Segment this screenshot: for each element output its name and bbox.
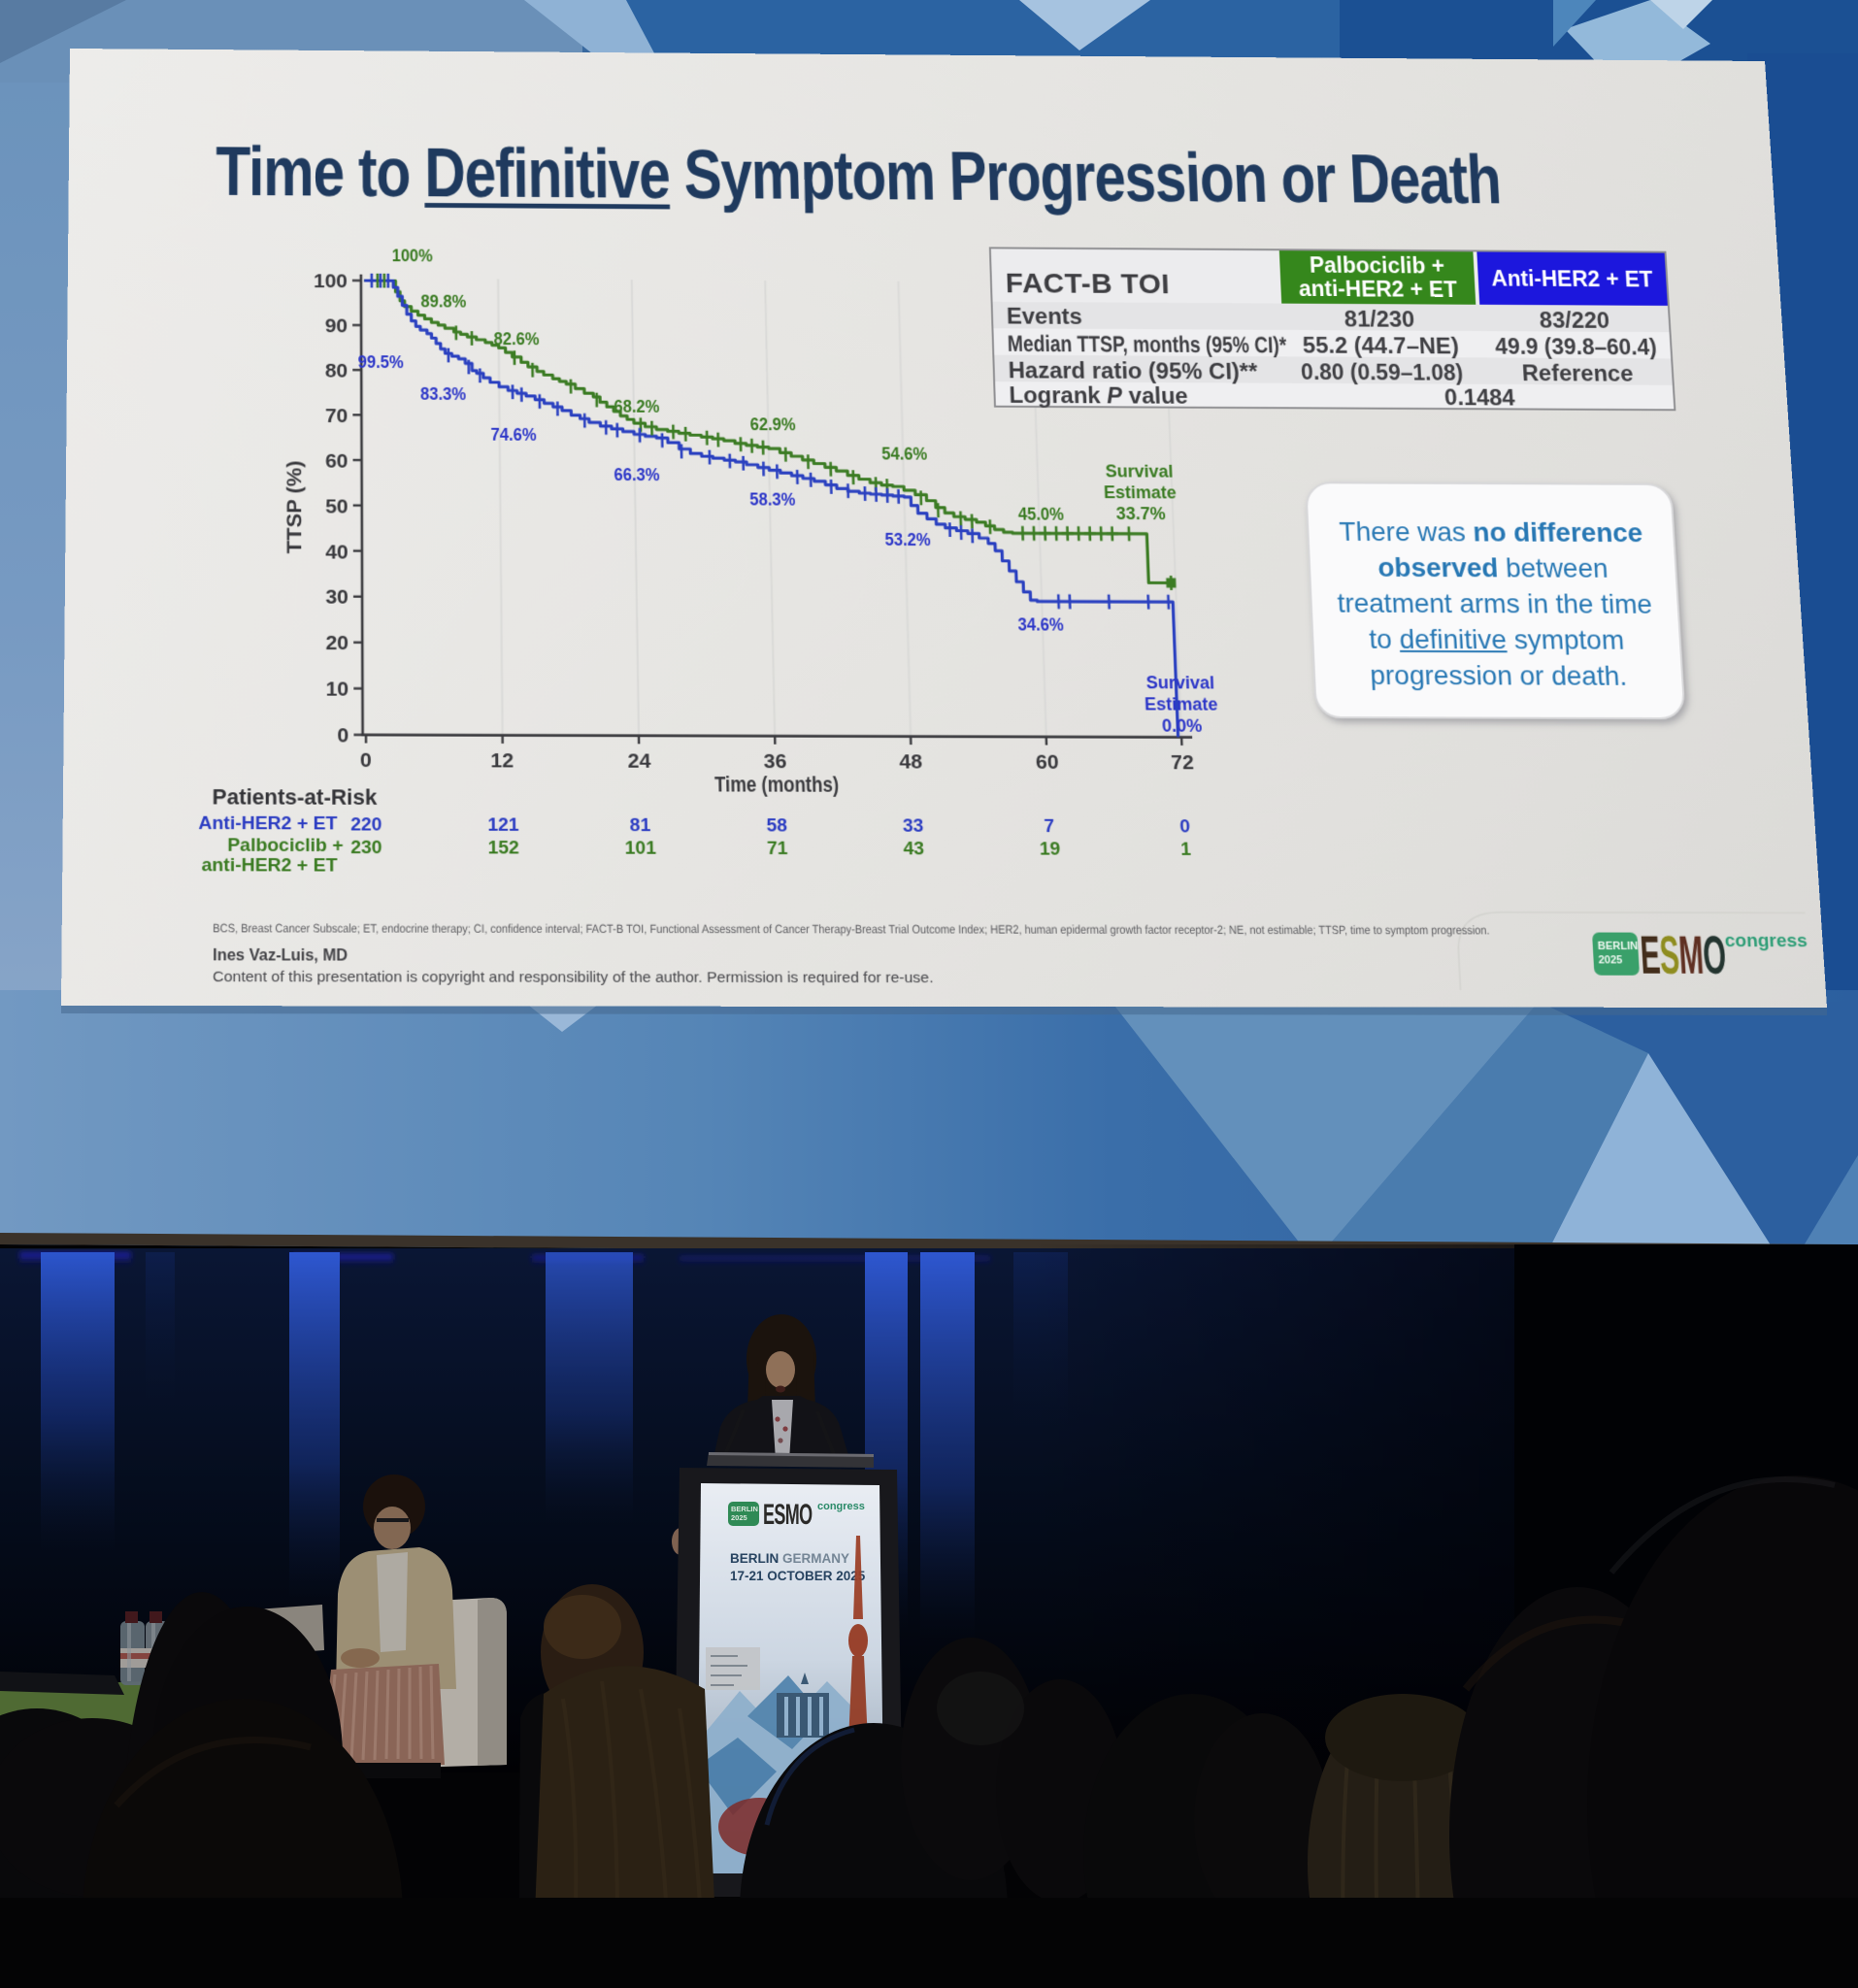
svg-text:Survival: Survival (1145, 673, 1214, 693)
svg-text:33.7%: 33.7% (1115, 504, 1166, 524)
svg-text:81: 81 (630, 813, 651, 835)
svg-text:congress: congress (817, 1501, 865, 1512)
svg-text:2025: 2025 (731, 1513, 747, 1522)
svg-text:62.9%: 62.9% (749, 414, 795, 434)
svg-text:0: 0 (1179, 815, 1191, 837)
svg-text:54.6%: 54.6% (881, 443, 928, 464)
svg-text:Anti-HER2 + ET: Anti-HER2 + ET (198, 812, 338, 833)
svg-text:48: 48 (899, 750, 922, 774)
svg-text:anti-HER2 + ET: anti-HER2 + ET (201, 853, 338, 875)
svg-text:Estimate: Estimate (1145, 694, 1218, 714)
svg-text:50: 50 (325, 495, 348, 518)
svg-text:70: 70 (325, 405, 348, 427)
svg-text:19: 19 (1039, 838, 1060, 859)
svg-text:12: 12 (490, 749, 514, 773)
svg-text:60: 60 (325, 449, 348, 473)
svg-text:2025: 2025 (1598, 954, 1622, 967)
svg-text:0.0%: 0.0% (1162, 715, 1203, 736)
svg-text:BERLIN GERMANY: BERLIN GERMANY (730, 1551, 849, 1566)
svg-text:ESMO: ESMO (763, 1500, 813, 1532)
svg-text:74.6%: 74.6% (490, 423, 536, 445)
svg-text:TTSP (%): TTSP (%) (283, 460, 307, 553)
svg-text:71: 71 (767, 837, 788, 858)
svg-text:7: 7 (1044, 814, 1054, 836)
svg-text:101: 101 (625, 837, 657, 858)
svg-text:0: 0 (337, 724, 348, 747)
svg-text:152: 152 (487, 836, 519, 857)
svg-text:100: 100 (314, 270, 348, 292)
svg-text:17-21 OCTOBER 2025: 17-21 OCTOBER 2025 (730, 1569, 866, 1583)
svg-text:89.8%: 89.8% (420, 290, 466, 311)
svg-text:33: 33 (903, 814, 924, 836)
svg-text:66.3%: 66.3% (614, 464, 659, 485)
svg-text:99.5%: 99.5% (358, 351, 404, 372)
svg-text:121: 121 (487, 813, 519, 835)
svg-text:80: 80 (325, 359, 348, 381)
svg-text:83.3%: 83.3% (420, 383, 466, 404)
svg-text:36: 36 (763, 749, 786, 773)
svg-text:220: 220 (350, 813, 382, 835)
svg-text:Palbociclib +: Palbociclib + (227, 834, 344, 855)
svg-text:68.2%: 68.2% (614, 395, 659, 415)
svg-text:24: 24 (628, 749, 652, 773)
svg-text:Estimate: Estimate (1104, 482, 1178, 503)
svg-text:Time (months): Time (months) (714, 773, 839, 797)
svg-text:90: 90 (325, 315, 348, 337)
svg-text:34.6%: 34.6% (1017, 613, 1064, 635)
svg-text:45.0%: 45.0% (1018, 503, 1065, 524)
svg-text:58: 58 (766, 814, 787, 836)
svg-text:72: 72 (1171, 751, 1194, 775)
svg-text:20: 20 (325, 631, 348, 654)
svg-text:40: 40 (325, 541, 348, 564)
svg-text:ESMO: ESMO (1639, 925, 1727, 985)
svg-text:1: 1 (1180, 838, 1192, 859)
svg-text:82.6%: 82.6% (493, 328, 539, 348)
svg-text:60: 60 (1036, 750, 1059, 774)
svg-text:30: 30 (325, 585, 348, 609)
svg-text:0: 0 (360, 748, 372, 772)
svg-text:Patients-at-Risk: Patients-at-Risk (213, 785, 378, 811)
svg-text:Survival: Survival (1105, 461, 1173, 481)
svg-text:58.3%: 58.3% (749, 488, 796, 510)
svg-text:230: 230 (350, 836, 382, 857)
svg-text:BERLIN: BERLIN (1597, 941, 1638, 953)
svg-text:congress: congress (1724, 929, 1808, 950)
svg-text:100%: 100% (392, 245, 433, 265)
svg-text:BERLIN: BERLIN (731, 1505, 758, 1513)
svg-text:43: 43 (903, 837, 924, 858)
svg-text:10: 10 (325, 678, 348, 701)
svg-text:53.2%: 53.2% (884, 529, 931, 550)
